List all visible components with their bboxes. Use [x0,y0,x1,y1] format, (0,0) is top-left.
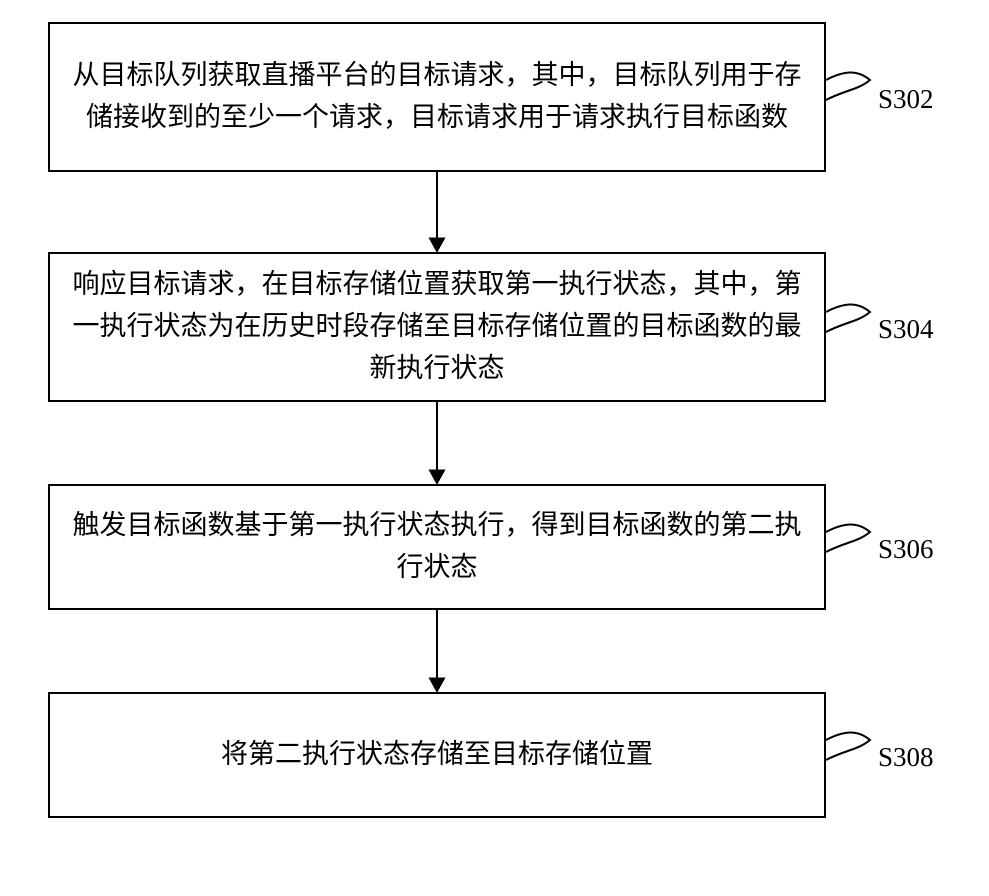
label-connector [0,0,989,896]
flowchart-container: 从目标队列获取直播平台的目标请求，其中，目标队列用于存储接收到的至少一个请求，目… [0,0,989,896]
